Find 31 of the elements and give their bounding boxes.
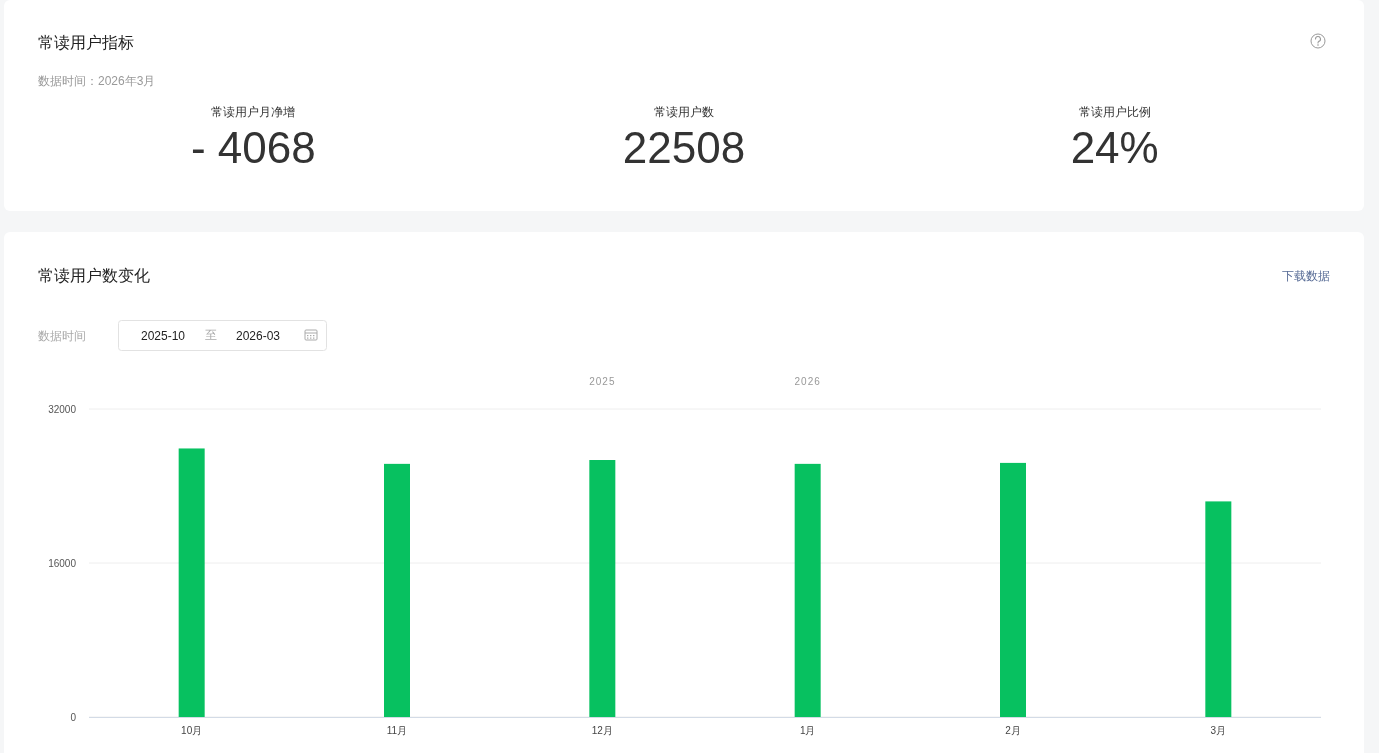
x-tick-label: 1月 <box>799 725 816 736</box>
x-tick-label: 10月 <box>181 725 203 736</box>
data-label: 22508 <box>622 123 746 172</box>
text: 下载数据 <box>1282 269 1330 283</box>
bar <box>178 448 205 717</box>
x-tick-label: 11月 <box>386 725 408 736</box>
text: 数据时间：2026年3月 <box>38 74 156 88</box>
y-tick-label: 32000 <box>48 403 77 415</box>
bar <box>589 460 616 717</box>
bar <box>384 463 410 717</box>
data-label: - 4068 <box>190 123 316 172</box>
text: 2026 <box>794 376 821 387</box>
text: 常读用户指标 <box>38 34 134 51</box>
x-tick-label: 2月 <box>1005 725 1021 736</box>
bar <box>1000 462 1026 717</box>
text: 数据时间 <box>38 329 86 343</box>
x-tick-label: 12月 <box>591 725 613 736</box>
bar <box>794 463 821 717</box>
category-label: 常读用户比例 <box>1078 105 1151 119</box>
text: 2025 <box>589 376 616 387</box>
x-tick-label: 3月 <box>1210 725 1227 736</box>
category-label: 常读用户月净增 <box>211 105 296 119</box>
y-tick-label: 0 <box>70 711 77 723</box>
category-label: 常读用户数 <box>654 105 714 119</box>
text: 2025-10 <box>140 329 186 343</box>
y-tick-label: 16000 <box>48 557 77 569</box>
data-label: 24% <box>1070 123 1159 172</box>
chart-title: 常读用户数变化 <box>38 267 150 284</box>
text: 至 <box>205 328 217 342</box>
bar <box>1205 501 1232 717</box>
text: 2026-03 <box>235 329 281 343</box>
